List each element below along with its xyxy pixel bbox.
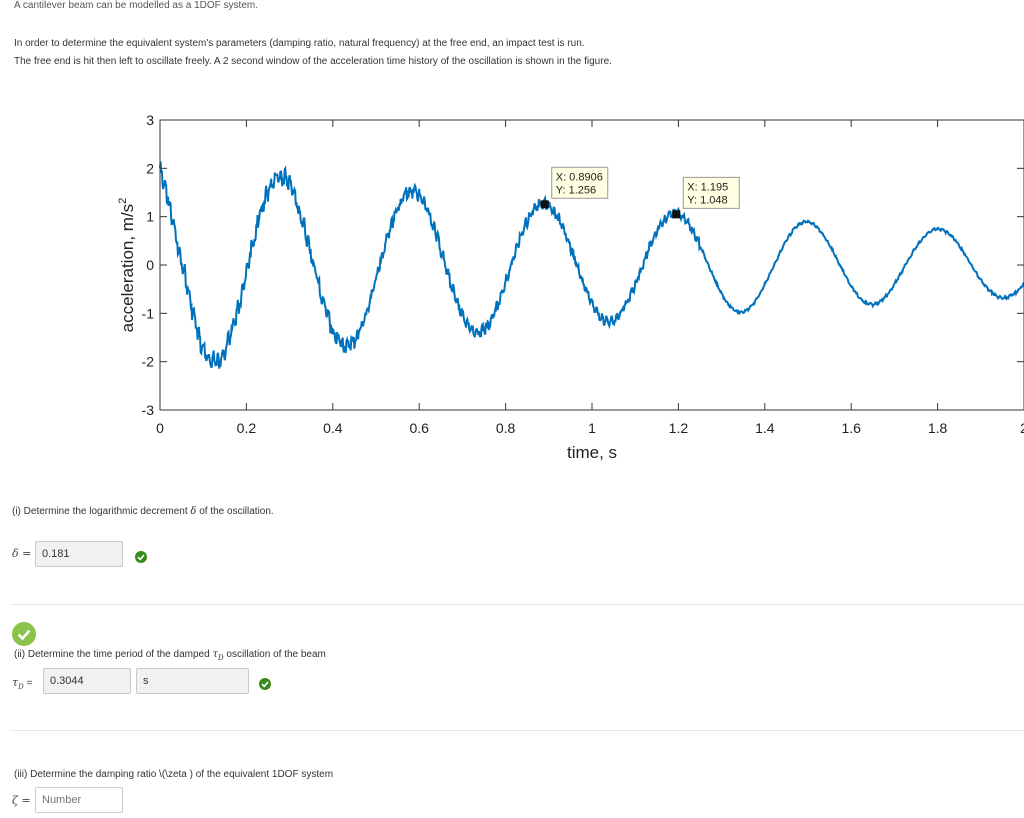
zeta-answer-symbol: ζ = [12, 794, 31, 807]
tau-symbol-char: τ [212, 649, 218, 660]
x-tick-label: 1.4 [755, 420, 775, 436]
delta-symbol: δ [190, 506, 197, 517]
description-line-2: The free end is hit then left to oscilla… [14, 56, 612, 67]
x-tick-label: 0 [156, 420, 164, 436]
question-2-label-tail: oscillation of the beam [223, 649, 326, 660]
question-2-label: (ii) Determine the time period of the da… [14, 649, 326, 662]
acceleration-series-line [159, 161, 1024, 369]
y-axis-label: acceleration, m/s2 [117, 198, 137, 333]
y-tick-label: -3 [142, 402, 155, 418]
x-tick-label: 1.6 [841, 420, 861, 436]
tau-symbol: τD [212, 649, 224, 662]
check-icon [259, 678, 271, 690]
delta-answer-symbol: δ = [12, 547, 32, 560]
datatip-box [551, 166, 609, 199]
description-line-1: In order to determine the equivalent sys… [14, 38, 585, 49]
divider [10, 604, 1024, 605]
y-tick-label: -1 [142, 305, 155, 321]
y-tick-label: 2 [146, 160, 154, 176]
datatip-marker [540, 200, 549, 209]
x-tick-label: 0.6 [409, 420, 429, 436]
y-tick-label: 0 [146, 257, 154, 273]
acceleration-chart: 0 0.2 0.4 0.6 0.8 1 1.2 1.4 1.6 1.8 2 3 2 1 0 -1 -2 -3 X:… [117, 112, 1024, 462]
divider [10, 730, 1024, 731]
question-2-label-text: (ii) Determine the time period of the da… [14, 649, 213, 660]
datatip-x-text: X: 1.195 [687, 181, 728, 193]
correct-check-icon [12, 622, 36, 646]
question-3-label: (iii) Determine the damping ratio \(\zet… [14, 769, 334, 780]
delta-answer-field[interactable]: 0.181 [35, 541, 123, 567]
x-axis-label: time, s [567, 443, 617, 462]
zeta-answer-input[interactable] [35, 787, 123, 813]
period-answer-field[interactable]: 0.3044 [43, 668, 131, 694]
check-icon [135, 551, 147, 563]
tau-answer-symbol-char: τ [12, 676, 19, 689]
x-tick-label: 1.8 [928, 420, 948, 436]
datatip-y-text: Y: 1.256 [556, 184, 596, 196]
plot-area-frame [159, 119, 1024, 411]
datatip-marker [672, 210, 681, 219]
unit-field[interactable]: s [136, 668, 249, 694]
question-1-label: (i) Determine the logarithmic decrement … [12, 506, 274, 517]
question-1-label-text: (i) Determine the logarithmic decrement [12, 506, 191, 517]
x-tick-label: 0.8 [496, 420, 516, 436]
intro-text: A cantilever beam can be modelled as a 1… [14, 0, 259, 11]
question-1-label-tail: of the oscillation. [196, 506, 274, 517]
x-tick-label: 2 [1020, 420, 1024, 436]
x-tick-label: 1 [588, 420, 596, 436]
y-tick-label: -2 [142, 354, 155, 370]
y-tick-label: 3 [146, 112, 154, 128]
datatip-y-text: Y: 1.048 [687, 194, 727, 206]
datatip-box [682, 176, 740, 209]
x-tick-label: 0.2 [237, 420, 257, 436]
tau-answer-symbol-sub: D [18, 683, 24, 692]
x-tick-label: 1.2 [669, 420, 689, 436]
tau-answer-symbol-eq: = [23, 678, 33, 689]
tau-answer-symbol: τD = [12, 676, 32, 691]
y-tick-label: 1 [146, 209, 154, 225]
x-tick-label: 0.4 [323, 420, 343, 436]
tau-symbol-sub: D [217, 654, 224, 662]
datatip-x-text: X: 0.8906 [556, 171, 603, 183]
